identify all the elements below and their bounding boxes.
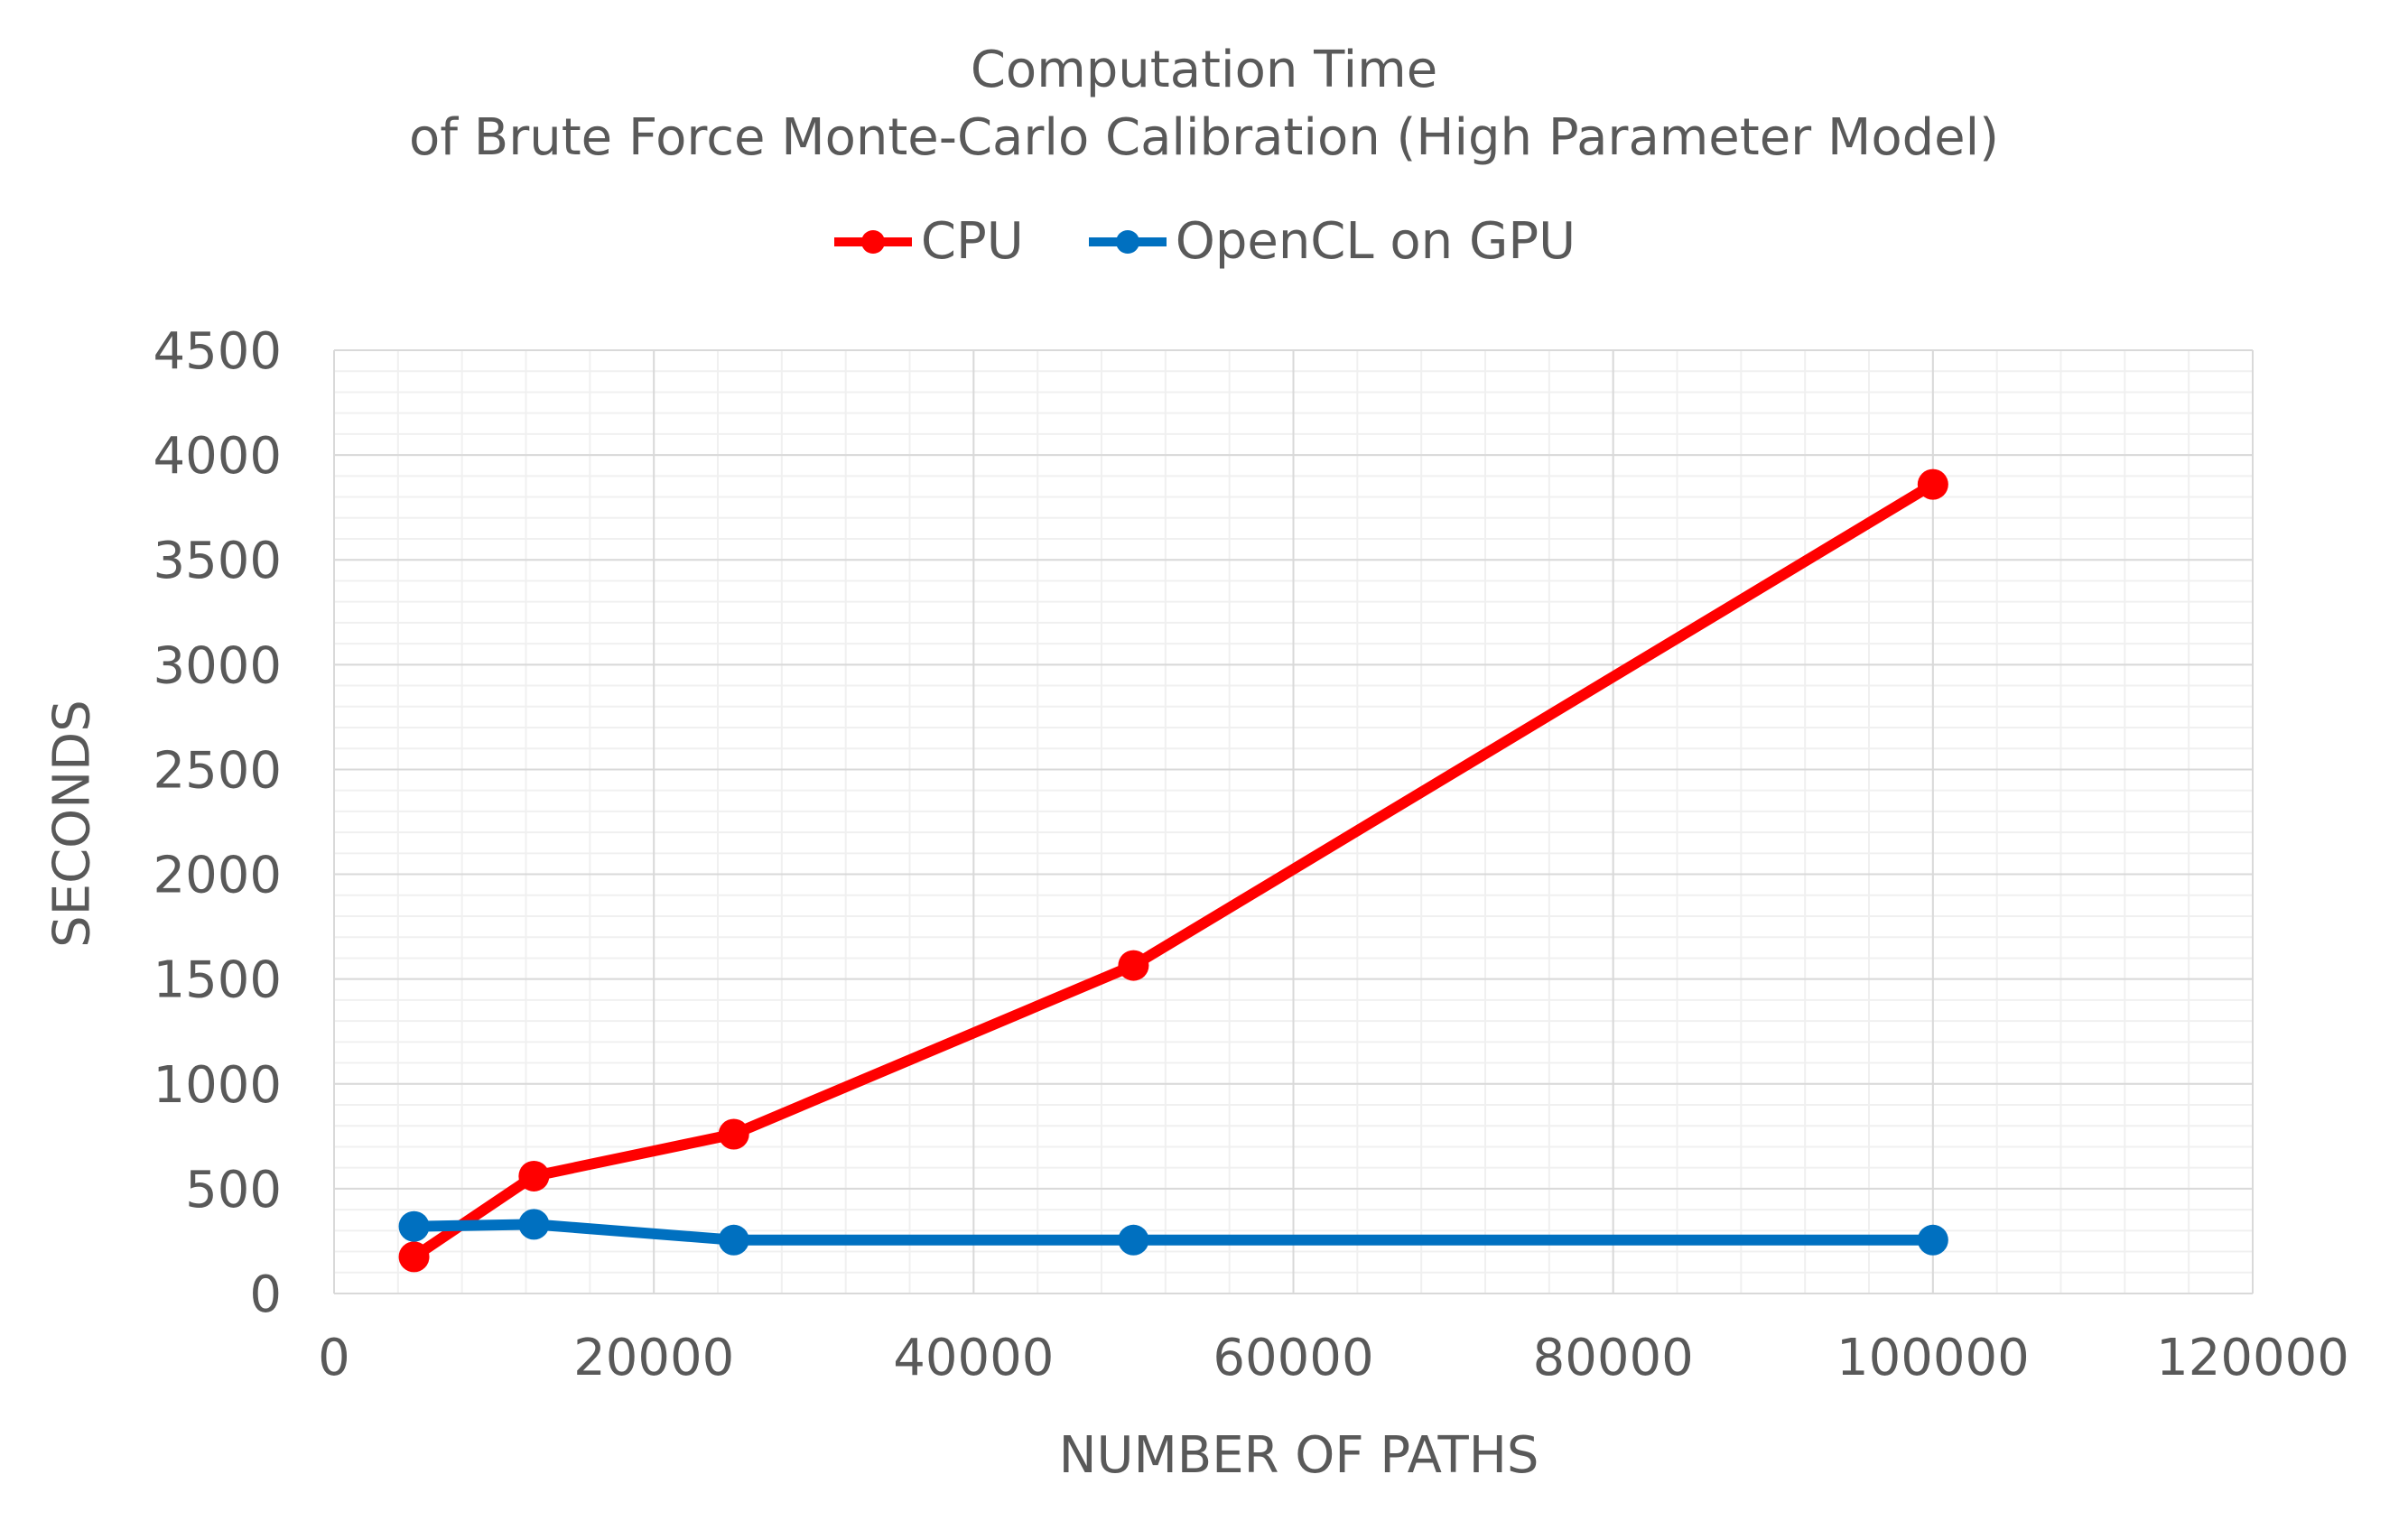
series-line-opencl-on-gpu [408,1219,1938,1246]
chart-title-line-2: of Brute Force Monte-Carlo Calibration (… [409,108,1999,167]
legend-label-opencl-gpu: OpenCL on GPU [1175,212,1576,271]
legend-item-opencl-gpu: OpenCL on GPU [1087,212,1576,271]
y-tick-label: 2000 [153,847,282,905]
y-axis-title: SECONDS [42,700,102,948]
data-point-opencl-on-gpu [518,1209,550,1240]
data-point-cpu [1917,468,1948,500]
legend-swatch-cpu [833,229,912,254]
y-tick-label: 0 [249,1266,282,1324]
x-tick-label: 100000 [1836,1329,2030,1387]
x-tick-label: 40000 [893,1329,1054,1387]
y-tick-label: 4500 [153,322,282,381]
x-tick-label: 20000 [573,1329,734,1387]
data-point-cpu [398,1241,430,1273]
legend-swatch-opencl-gpu [1088,229,1167,254]
data-point-cpu [518,1160,550,1192]
data-point-opencl-on-gpu [398,1210,430,1242]
data-point-cpu [1118,950,1149,981]
x-tick-label: 80000 [1533,1329,1694,1387]
data-point-opencl-on-gpu [1118,1224,1149,1256]
legend: CPU OpenCL on GPU [0,212,2408,271]
legend-label-cpu: CPU [920,212,1024,271]
data-point-cpu [718,1118,749,1150]
y-tick-label: 4000 [153,427,282,486]
y-tick-label: 1500 [153,951,282,1010]
y-tick-label: 2500 [153,741,282,800]
series-line-cpu [408,478,1938,1263]
y-tick-label: 3500 [153,532,282,590]
x-axis-title: NUMBER OF PATHS [1058,1426,1539,1485]
data-point-opencl-on-gpu [1917,1224,1948,1256]
y-tick-label: 1000 [153,1056,282,1115]
x-tick-label: 0 [318,1329,350,1387]
x-tick-label: 120000 [2156,1329,2349,1387]
y-tick-label: 3000 [153,636,282,695]
chart-title-line-1: Computation Time [970,41,1438,99]
legend-item-cpu: CPU [832,212,1024,271]
data-point-opencl-on-gpu [718,1224,749,1256]
y-tick-label: 500 [185,1161,282,1219]
x-tick-label: 60000 [1213,1329,1373,1387]
